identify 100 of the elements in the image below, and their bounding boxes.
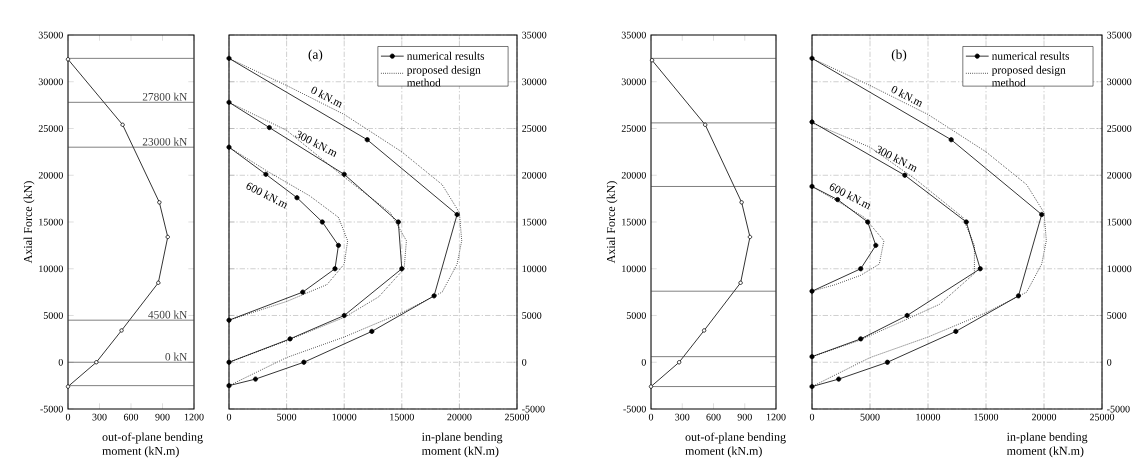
y-tick-label: 20000: [522, 171, 547, 179]
point: [120, 122, 125, 127]
annotation: (a): [308, 49, 323, 62]
y-tick-label: 30000: [38, 78, 63, 86]
point: [301, 359, 307, 365]
point: [884, 359, 890, 365]
x-tick-label: 600: [706, 413, 721, 421]
x-tick-label: 10000: [332, 413, 357, 421]
point: [703, 122, 708, 127]
legend-label: numerical results: [991, 51, 1070, 60]
x-tick-label: 20000: [1031, 413, 1057, 421]
y-tick-label: 10000: [1107, 265, 1132, 273]
ref-line-label: 0 kN: [165, 352, 188, 361]
point: [226, 99, 232, 105]
point: [399, 266, 405, 272]
x-tick-label: 900: [737, 413, 752, 421]
legend-label: proposed design method: [406, 65, 481, 87]
x-tick-label: 15000: [390, 413, 414, 421]
point: [1015, 293, 1022, 299]
y-tick-label: 25000: [522, 125, 547, 132]
point: [226, 359, 232, 365]
x-tick-label: 20000: [447, 413, 472, 421]
point: [809, 119, 815, 125]
y-tick-label: 10000: [39, 265, 63, 273]
point: [319, 219, 325, 225]
point: [677, 360, 682, 365]
y-tick-label: -5000: [623, 405, 646, 413]
ref-line-label: 23000 kN: [142, 137, 188, 146]
point: [156, 280, 161, 285]
x-tick-label: 15000: [974, 413, 999, 421]
point: [226, 55, 232, 61]
y-tick-label: 15000: [39, 218, 63, 226]
y-tick-label: 10000: [622, 265, 646, 273]
point: [454, 211, 460, 218]
point: [287, 336, 293, 342]
y-tick-label: 5000: [626, 312, 646, 319]
x-tick-label: 300: [92, 413, 107, 421]
y-tick-label: 15000: [622, 218, 646, 226]
point: [865, 219, 871, 225]
y-tick-label: 5000: [43, 312, 63, 319]
x-tick-label: 25000: [504, 413, 530, 421]
point: [165, 234, 170, 240]
x-axis-title: out-of-plane bending moment (kN.m): [102, 432, 203, 458]
point: [369, 328, 375, 334]
point: [1039, 211, 1045, 218]
point: [809, 288, 815, 294]
x-tick-label: 25000: [1089, 413, 1115, 421]
point: [738, 280, 743, 285]
point: [649, 58, 655, 63]
x-tick-label: 1200: [766, 413, 786, 421]
point: [94, 360, 99, 365]
x-tick-label: 0: [226, 413, 232, 421]
point: [977, 266, 983, 272]
x-axis-title: in-plane bending moment (kN.m): [1006, 432, 1088, 458]
x-tick-label: 0: [648, 413, 654, 421]
point: [702, 328, 707, 333]
point: [902, 172, 908, 178]
y-axis-title: Axial Force (kN): [23, 181, 35, 264]
y-tick-label: 30000: [522, 78, 547, 86]
y-tick-label: 0: [1107, 358, 1112, 366]
legend-label: numerical results: [407, 51, 485, 60]
y-tick-label: 20000: [621, 171, 646, 179]
point: [904, 312, 910, 319]
annotation: 0 kN.m: [891, 85, 922, 108]
annotation: 300 kN.m: [875, 145, 917, 173]
point: [332, 266, 338, 272]
y-tick-label: 35000: [522, 31, 547, 39]
y-tick-label: 10000: [522, 265, 547, 273]
point: [809, 183, 815, 189]
point: [858, 336, 864, 342]
x-axis-title: in-plane bending moment (kN.m): [421, 432, 503, 458]
point: [836, 376, 842, 382]
point: [873, 242, 879, 248]
x-axis-title: out-of-plane bending moment (kN.m): [685, 432, 786, 458]
point: [294, 195, 300, 201]
point: [739, 200, 744, 205]
y-tick-label: 15000: [522, 218, 547, 226]
point: [835, 197, 841, 203]
point: [157, 200, 162, 205]
y-tick-label: -5000: [1107, 405, 1130, 413]
y-tick-label: 20000: [1107, 171, 1132, 179]
y-tick-label: -5000: [40, 405, 63, 413]
y-tick-label: 30000: [621, 78, 646, 86]
annotation: (b): [891, 49, 907, 62]
point: [341, 312, 347, 319]
point: [119, 328, 124, 333]
y-tick-label: 30000: [1107, 78, 1132, 86]
point: [809, 384, 815, 390]
point: [300, 289, 306, 295]
point: [431, 293, 437, 299]
y-tick-label: 35000: [621, 31, 646, 39]
y-tick-label: 0: [641, 358, 646, 366]
y-tick-label: -5000: [522, 405, 545, 413]
y-tick-label: 25000: [38, 125, 63, 132]
point: [65, 57, 71, 62]
point: [226, 317, 232, 323]
x-tick-label: 300: [675, 413, 690, 421]
point: [858, 266, 864, 272]
x-tick-label: 10000: [916, 413, 941, 421]
point: [747, 234, 753, 240]
